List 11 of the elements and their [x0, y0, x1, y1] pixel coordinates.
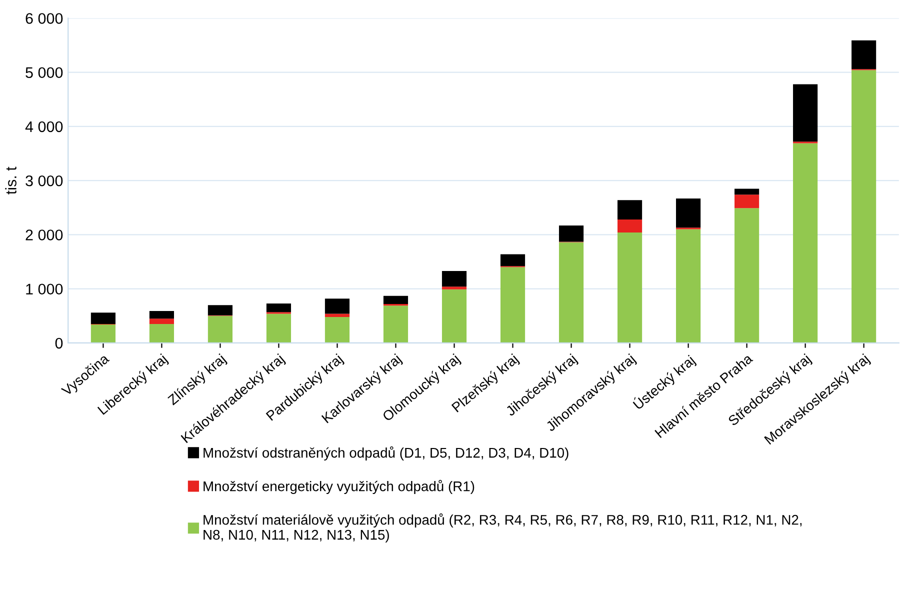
y-tick-label: 1 000: [26, 284, 63, 295]
y-axis-title: tis. t: [5, 166, 16, 194]
legend-label: Množství materiálově využitých odpadů (R2, R3, R4, R5, R6, R7, R8, R9, R10, R11, R12, N1, N2, N8, N10, N11, N12, N13, N15): [204, 513, 802, 542]
y-tick-label: 2 000: [26, 230, 63, 240]
legend-label: Množství energeticky využitých odpadů (R1): [204, 480, 474, 494]
y-tick-label: 3 000: [26, 175, 63, 186]
y-tick-label: 0: [55, 338, 63, 349]
y-tick-label: 4 000: [25, 121, 63, 132]
y-tick-label: 5 000: [26, 67, 63, 78]
legend-label: Množství odstraněných odpadů (D1, D5, D12, D3, D4, D10): [204, 446, 568, 460]
y-tick-label: 6 000: [26, 13, 63, 24]
